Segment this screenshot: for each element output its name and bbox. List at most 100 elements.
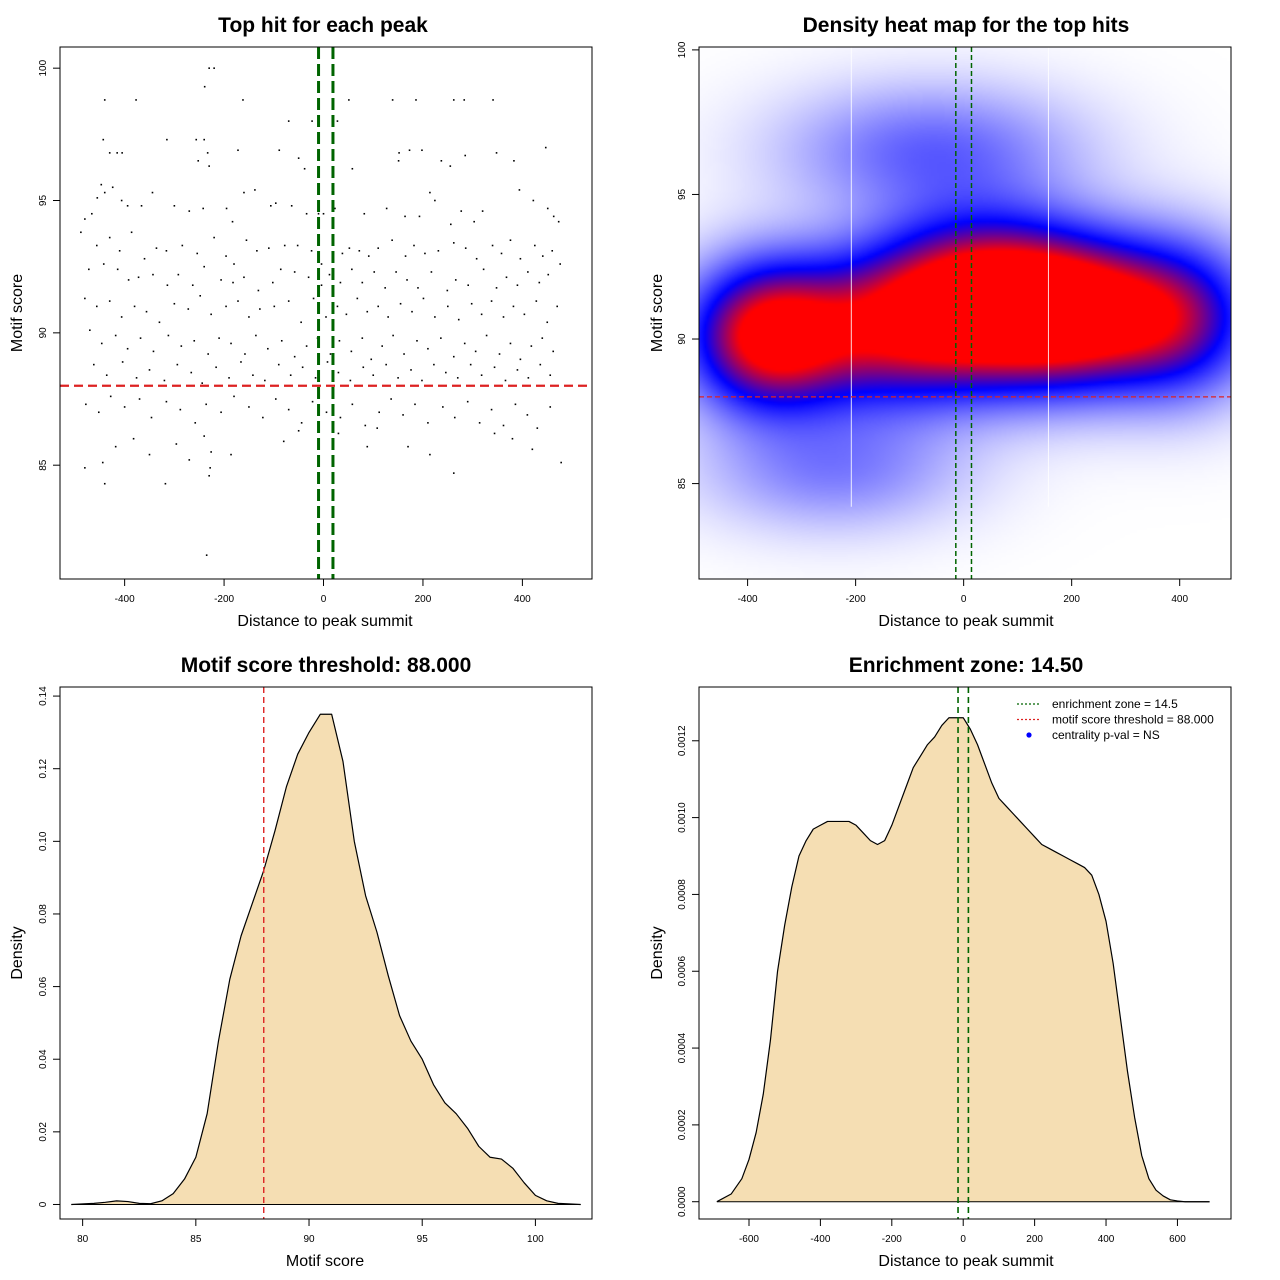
scatter-point [297, 429, 300, 432]
scatter-point [339, 281, 342, 284]
scatter-point [310, 250, 313, 252]
scatter-point [175, 443, 178, 445]
scatter-point [191, 284, 194, 287]
scatter-point [526, 414, 529, 416]
scatter-point [267, 347, 269, 350]
scatter-y-tick-label: 100 [38, 59, 49, 76]
score-density-x-tick-label: 100 [527, 1234, 544, 1245]
scatter-point [334, 207, 336, 210]
scatter-point [97, 411, 100, 414]
scatter-point [378, 411, 380, 414]
density-heatmap-image [699, 47, 1231, 579]
scatter-point [495, 287, 498, 289]
score-density-x-tick-label: 80 [77, 1234, 89, 1245]
scatter-point [206, 152, 209, 154]
scatter-y-tick-label: 90 [38, 327, 49, 339]
score-density-plot-area: 80 85 90 95 100 0 0.02 0.04 0.06 0.08 0.10 0.12 0.14 [38, 686, 593, 1245]
scatter-point [165, 250, 168, 252]
score-density-y-tick-label: 0.14 [38, 686, 49, 706]
scatter-point [290, 205, 293, 207]
scatter-point [397, 377, 399, 379]
scatter-point [163, 379, 166, 382]
scatter-point [457, 318, 460, 321]
scatter-point [133, 305, 136, 308]
scatter-point [356, 297, 359, 300]
scatter-point [248, 406, 250, 408]
heatmap-x-tick-label: 400 [1171, 594, 1188, 605]
scatter-point [361, 337, 364, 339]
scatter-point [480, 374, 483, 376]
scatter-point [547, 273, 550, 276]
scatter-point [377, 247, 380, 249]
scatter-point [213, 67, 215, 69]
scatter-point [179, 408, 182, 411]
scatter-point [361, 281, 364, 284]
scatter-point [460, 210, 463, 212]
scatter-point [325, 316, 327, 318]
scatter-point [208, 474, 210, 477]
scatter-point [194, 422, 197, 424]
scatter-point [231, 220, 234, 223]
scatter-point [300, 422, 303, 424]
scatter-point [305, 345, 308, 347]
scatter-point [151, 191, 154, 194]
score-density-fill [71, 714, 581, 1205]
scatter-point [491, 244, 494, 247]
heatmap-xlabel: Distance to peak summit [878, 613, 1054, 630]
scatter-point [560, 461, 562, 464]
score-density-xlabel: Motif score [286, 1253, 364, 1270]
scatter-point [399, 302, 402, 305]
scatter-point [91, 212, 93, 215]
scatter-point [314, 377, 317, 379]
scatter-point [421, 149, 423, 152]
distance-density-y-tick-label: 0.0002 [677, 1109, 688, 1140]
scatter-point [102, 263, 105, 265]
scatter-point [277, 363, 280, 366]
scatter-point [463, 99, 466, 101]
scatter-point [255, 334, 257, 337]
scatter-point [372, 374, 375, 376]
scatter-point [123, 406, 126, 408]
scatter-point [385, 207, 388, 210]
scatter-point [166, 284, 169, 287]
scatter-point [351, 268, 353, 271]
score-density-y-tick-label: 0.10 [38, 831, 49, 851]
scatter-point [358, 250, 361, 252]
scatter-point [312, 297, 315, 300]
scatter-point [243, 191, 245, 194]
scatter-point [552, 215, 555, 218]
scatter-point [213, 236, 215, 239]
scatter-point [470, 302, 473, 305]
scatter-point [456, 377, 459, 379]
scatter-point [139, 337, 142, 339]
scatter-point [466, 400, 469, 403]
scatter-point [362, 366, 365, 369]
distance-density-x-tick-label: 600 [1169, 1234, 1186, 1245]
scatter-y-tick-label: 85 [38, 459, 49, 471]
scatter-point [208, 67, 210, 69]
legend-entry-1: motif score threshold = 88.000 [1052, 713, 1214, 727]
scatter-point [377, 305, 380, 308]
scatter-point [173, 302, 176, 305]
scatter-point [114, 445, 117, 448]
heatmap-x-tick-label: 200 [1063, 594, 1080, 605]
scatter-point [225, 305, 227, 308]
heatmap-y-tick-label: 100 [677, 41, 688, 58]
scatter-point [190, 371, 193, 374]
scatter-point [230, 453, 232, 456]
scatter-point [549, 406, 552, 408]
scatter-point [181, 244, 184, 247]
scatter-point [535, 300, 538, 302]
scatter-point [209, 467, 211, 469]
scatter-point [338, 339, 341, 342]
scatter-point [427, 347, 429, 350]
scatter-point [502, 316, 505, 318]
scatter-point [143, 257, 146, 260]
scatter-plot-area: -400 -200 0 200 400 85 90 95 100 [38, 46, 593, 605]
scatter-point [105, 374, 108, 376]
scatter-point [430, 271, 433, 273]
scatter-point [259, 308, 261, 310]
scatter-point [95, 305, 98, 308]
score-density-x-tick-label: 90 [303, 1234, 315, 1245]
